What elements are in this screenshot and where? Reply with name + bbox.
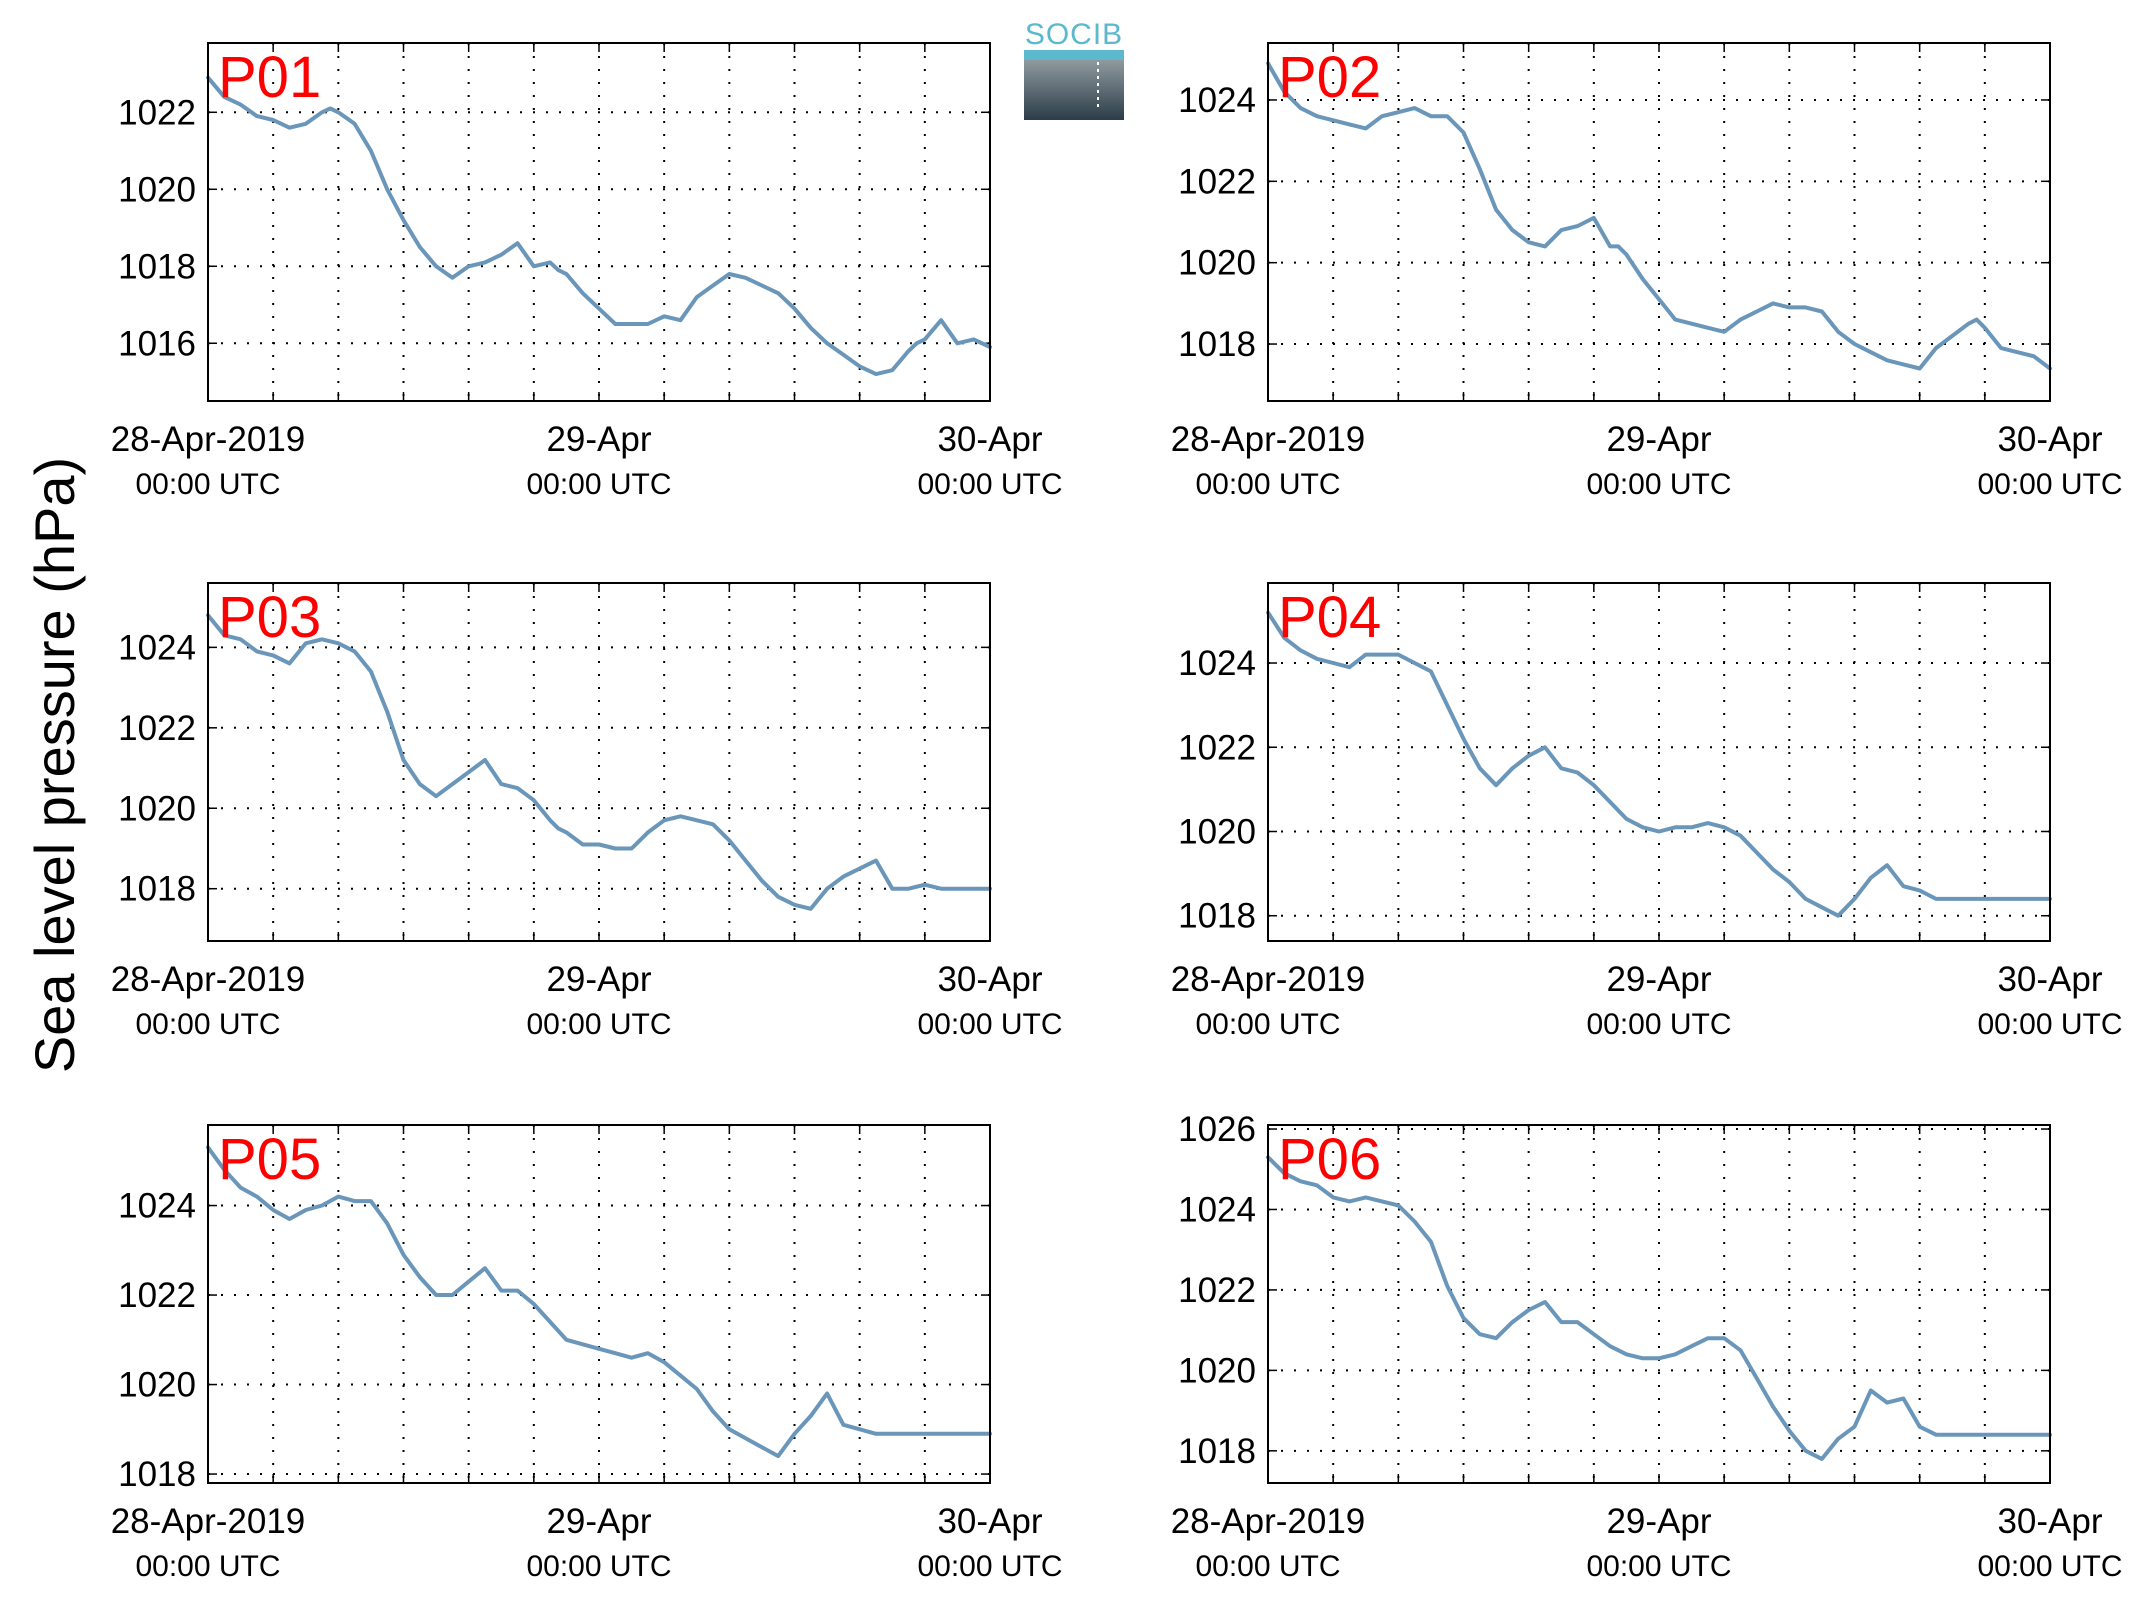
y-tick-label: 1024 xyxy=(1178,644,1256,683)
y-tick-label: 1024 xyxy=(1178,81,1256,120)
series-line xyxy=(1266,610,2052,918)
x-tick-label: 28-Apr-2019 xyxy=(111,420,306,459)
panel-p06: 1018 1020 1022 1024 1026 28-Apr-2019 00:00 UTC… xyxy=(1171,1110,2123,1583)
x-tick-label: 29-Apr xyxy=(1606,1502,1711,1541)
x-tick-label: 28-Apr-2019 xyxy=(111,1502,306,1541)
x-tick-label: 30-Apr xyxy=(937,420,1042,459)
y-tick-label: 1018 xyxy=(1178,1432,1256,1471)
x-tick-label: 29-Apr xyxy=(546,960,651,999)
panel-title: P02 xyxy=(1278,45,1381,110)
y-tick-label: 1020 xyxy=(1178,1351,1256,1390)
panel-title: P04 xyxy=(1278,585,1381,650)
socib-logo: SOCIB xyxy=(1024,18,1124,120)
x-tick-label: 28-Apr-2019 xyxy=(1171,1502,1366,1541)
x-tick-label: 28-Apr-2019 xyxy=(111,960,306,999)
series-line xyxy=(206,613,992,911)
x-tick-sublabel: 00:00 UTC xyxy=(135,1550,280,1583)
series-line xyxy=(206,75,992,377)
panel-title: P01 xyxy=(218,45,321,110)
y-tick-label: 1020 xyxy=(118,170,196,209)
y-tick-label: 1022 xyxy=(1178,728,1256,767)
x-tick-sublabel: 00:00 UTC xyxy=(917,468,1062,501)
x-tick-sublabel: 00:00 UTC xyxy=(135,468,280,501)
x-tick-sublabel: 00:00 UTC xyxy=(917,1008,1062,1041)
x-tick-sublabel: 00:00 UTC xyxy=(1977,1008,2122,1041)
x-tick-label: 30-Apr xyxy=(1997,420,2102,459)
x-tick-label: 30-Apr xyxy=(937,960,1042,999)
series-line xyxy=(1266,1155,2052,1461)
y-tick-label: 1020 xyxy=(1178,812,1256,851)
x-tick-sublabel: 00:00 UTC xyxy=(1586,1008,1731,1041)
y-tick-label: 1016 xyxy=(118,324,196,363)
x-tick-label: 29-Apr xyxy=(546,1502,651,1541)
y-axis-label: Sea level pressure (hPa) xyxy=(23,457,86,1073)
x-tick-label: 30-Apr xyxy=(1997,1502,2102,1541)
y-tick-label: 1026 xyxy=(1178,1110,1256,1149)
x-tick-sublabel: 00:00 UTC xyxy=(1195,1550,1340,1583)
x-tick-sublabel: 00:00 UTC xyxy=(1977,468,2122,501)
panel-p03: 1018 1020 1022 1024 28-Apr-2019 00:00 UTC 29-A… xyxy=(111,582,1063,1041)
axes-frame xyxy=(1267,42,2051,402)
panel-p04: 1018 1020 1022 1024 28-Apr-2019 00:00 UTC 29-A… xyxy=(1171,582,2123,1041)
x-tick-sublabel: 00:00 UTC xyxy=(1586,468,1731,501)
x-tick-sublabel: 00:00 UTC xyxy=(526,468,671,501)
axes-frame xyxy=(207,1124,991,1484)
y-tick-label: 1018 xyxy=(118,247,196,286)
y-tick-label: 1022 xyxy=(1178,1271,1256,1310)
axes-frame xyxy=(207,42,991,402)
x-tick-sublabel: 00:00 UTC xyxy=(526,1008,671,1041)
x-tick-label: 28-Apr-2019 xyxy=(1171,960,1366,999)
x-tick-label: 29-Apr xyxy=(1606,420,1711,459)
panel-title: P06 xyxy=(1278,1127,1381,1192)
y-tick-label: 1022 xyxy=(118,1276,196,1315)
panel-p01: 1016 1018 1020 1022 28-Apr-2019 00:00 UTC 29-A… xyxy=(111,42,1063,501)
y-tick-label: 1022 xyxy=(118,709,196,748)
y-tick-label: 1020 xyxy=(118,789,196,828)
y-tick-label: 1024 xyxy=(118,1187,196,1226)
logo-text: SOCIB xyxy=(1025,18,1123,51)
panel-p05: 1018 1020 1022 1024 28-Apr-2019 00:00 UTC 29-A… xyxy=(111,1124,1063,1583)
x-tick-label: 28-Apr-2019 xyxy=(1171,420,1366,459)
y-tick-label: 1018 xyxy=(1178,897,1256,936)
x-tick-label: 29-Apr xyxy=(546,420,651,459)
series-line xyxy=(1266,61,2052,371)
y-tick-label: 1020 xyxy=(118,1366,196,1405)
x-tick-label: 30-Apr xyxy=(1997,960,2102,999)
y-tick-label: 1022 xyxy=(118,93,196,132)
y-tick-label: 1018 xyxy=(1178,325,1256,364)
x-tick-label: 29-Apr xyxy=(1606,960,1711,999)
x-tick-sublabel: 00:00 UTC xyxy=(1977,1550,2122,1583)
x-tick-sublabel: 00:00 UTC xyxy=(1586,1550,1731,1583)
y-tick-label: 1024 xyxy=(1178,1190,1256,1229)
axes-frame xyxy=(1267,582,2051,942)
x-tick-sublabel: 00:00 UTC xyxy=(1195,1008,1340,1041)
y-tick-label: 1018 xyxy=(118,870,196,909)
series-line xyxy=(206,1145,992,1459)
x-tick-sublabel: 00:00 UTC xyxy=(526,1550,671,1583)
y-tick-label: 1018 xyxy=(118,1455,196,1494)
panel-title: P03 xyxy=(218,585,321,650)
axes-frame xyxy=(1267,1124,2051,1484)
panel-p02: 1018 1020 1022 1024 28-Apr-2019 00:00 UTC 29-A… xyxy=(1171,42,2123,501)
y-tick-label: 1020 xyxy=(1178,244,1256,283)
y-tick-label: 1024 xyxy=(118,628,196,667)
x-tick-sublabel: 00:00 UTC xyxy=(135,1008,280,1041)
y-tick-label: 1022 xyxy=(1178,162,1256,201)
x-tick-label: 30-Apr xyxy=(937,1502,1042,1541)
axes-frame xyxy=(207,582,991,942)
x-tick-sublabel: 00:00 UTC xyxy=(1195,468,1340,501)
x-tick-sublabel: 00:00 UTC xyxy=(917,1550,1062,1583)
panels-container: 1016 1018 1020 1022 28-Apr-2019 00:00 UTC 29-A… xyxy=(111,42,2123,1583)
panel-title: P05 xyxy=(218,1127,321,1192)
